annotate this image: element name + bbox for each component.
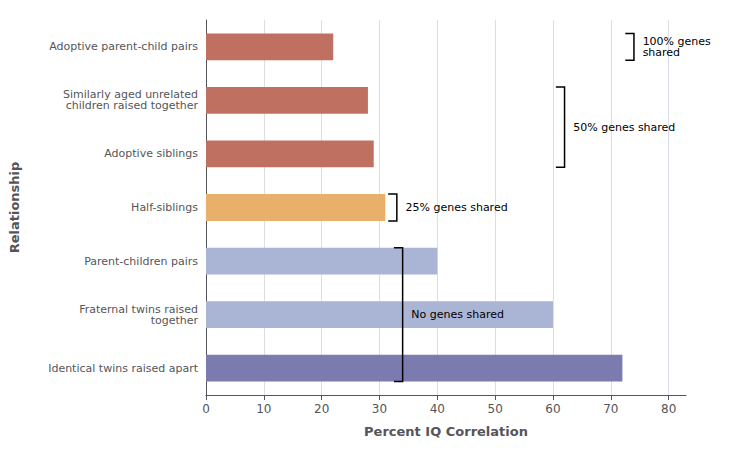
- svg-text:20: 20: [314, 402, 329, 416]
- svg-text:60: 60: [545, 402, 560, 416]
- svg-text:Fraternal twins raised: Fraternal twins raised: [79, 302, 198, 316]
- svg-text:50% genes shared: 50% genes shared: [573, 121, 675, 134]
- svg-text:70: 70: [603, 402, 618, 416]
- svg-text:Parent-children pairs: Parent-children pairs: [84, 255, 198, 268]
- svg-text:Similarly aged unrelated: Similarly aged unrelated: [63, 88, 198, 102]
- svg-text:30: 30: [372, 402, 387, 416]
- svg-text:Percent IQ Correlation: Percent IQ Correlation: [364, 424, 528, 439]
- svg-text:100% genes: 100% genes: [642, 34, 711, 48]
- svg-text:Adoptive siblings: Adoptive siblings: [104, 147, 198, 160]
- svg-text:80: 80: [661, 402, 676, 416]
- svg-text:0: 0: [202, 402, 210, 416]
- svg-text:together: together: [151, 314, 199, 327]
- svg-text:No genes shared: No genes shared: [411, 308, 504, 321]
- svg-text:Identical twins raised apart: Identical twins raised apart: [48, 362, 199, 375]
- svg-text:25% genes shared: 25% genes shared: [406, 201, 508, 214]
- svg-text:shared: shared: [643, 46, 680, 59]
- svg-text:50: 50: [488, 402, 503, 416]
- svg-text:40: 40: [430, 402, 445, 416]
- svg-text:children raised together: children raised together: [66, 99, 199, 112]
- svg-text:Half-siblings: Half-siblings: [131, 201, 198, 214]
- svg-text:10: 10: [256, 402, 271, 416]
- svg-text:Adoptive parent-child pairs: Adoptive parent-child pairs: [49, 40, 198, 53]
- svg-text:Relationship: Relationship: [7, 162, 22, 254]
